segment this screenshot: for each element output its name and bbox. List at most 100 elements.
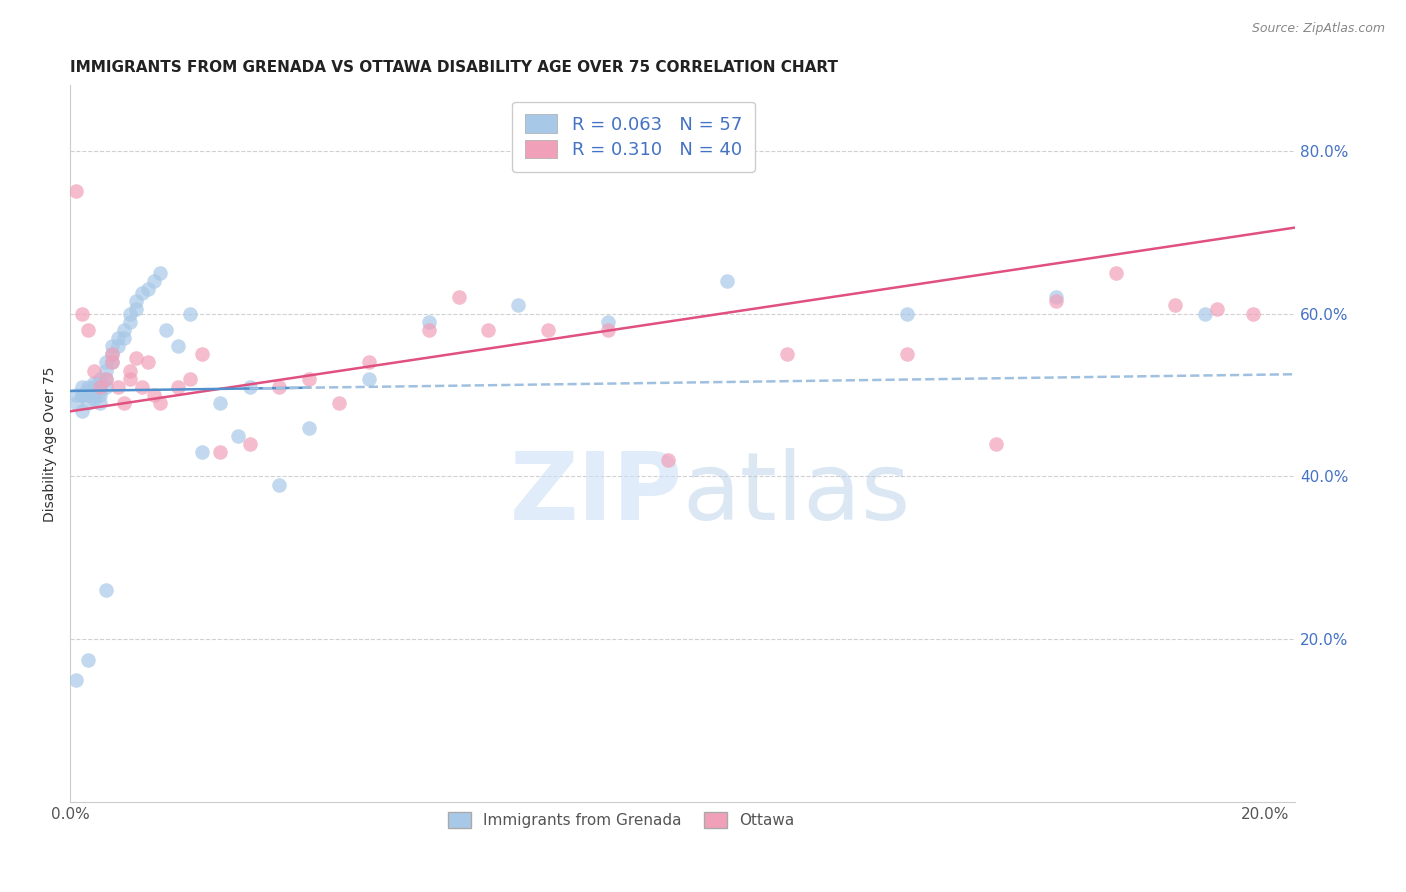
Point xyxy=(118,372,141,386)
Point xyxy=(89,388,111,402)
Text: ZIP: ZIP xyxy=(509,448,682,540)
Point xyxy=(477,323,499,337)
Point xyxy=(447,290,470,304)
Point xyxy=(72,380,94,394)
Point xyxy=(89,372,111,386)
Point xyxy=(107,380,129,394)
Point xyxy=(112,323,135,337)
Point xyxy=(269,477,291,491)
Point xyxy=(357,372,380,386)
Point xyxy=(101,339,124,353)
Point xyxy=(83,388,105,402)
Point xyxy=(131,380,153,394)
Point xyxy=(190,445,212,459)
Point xyxy=(94,372,117,386)
Point xyxy=(1045,290,1067,304)
Text: atlas: atlas xyxy=(682,448,911,540)
Point xyxy=(537,323,560,337)
Point xyxy=(65,396,87,410)
Point xyxy=(1241,307,1264,321)
Point xyxy=(136,355,159,369)
Point xyxy=(125,351,148,366)
Point xyxy=(896,347,918,361)
Point xyxy=(101,355,124,369)
Point xyxy=(101,347,124,361)
Point xyxy=(179,372,201,386)
Point xyxy=(179,307,201,321)
Point xyxy=(984,437,1007,451)
Point xyxy=(89,380,111,394)
Point xyxy=(77,384,100,398)
Point xyxy=(101,355,124,369)
Point xyxy=(83,380,105,394)
Point xyxy=(89,396,111,410)
Point xyxy=(125,302,148,317)
Point xyxy=(208,445,231,459)
Point xyxy=(77,323,100,337)
Point xyxy=(238,437,260,451)
Point xyxy=(65,388,87,402)
Point xyxy=(107,339,129,353)
Point xyxy=(357,355,380,369)
Point xyxy=(83,392,105,406)
Point xyxy=(72,404,94,418)
Point xyxy=(269,380,291,394)
Text: Source: ZipAtlas.com: Source: ZipAtlas.com xyxy=(1251,22,1385,36)
Y-axis label: Disability Age Over 75: Disability Age Over 75 xyxy=(44,366,58,522)
Point xyxy=(155,323,177,337)
Point xyxy=(142,388,165,402)
Point xyxy=(118,307,141,321)
Point xyxy=(238,380,260,394)
Text: IMMIGRANTS FROM GRENADA VS OTTAWA DISABILITY AGE OVER 75 CORRELATION CHART: IMMIGRANTS FROM GRENADA VS OTTAWA DISABI… xyxy=(70,60,838,75)
Point xyxy=(657,453,679,467)
Point xyxy=(596,315,619,329)
Point xyxy=(418,323,440,337)
Point xyxy=(83,376,105,390)
Point xyxy=(77,653,100,667)
Point xyxy=(716,274,738,288)
Point xyxy=(149,266,172,280)
Point xyxy=(65,673,87,687)
Point xyxy=(107,331,129,345)
Point xyxy=(94,363,117,377)
Point xyxy=(89,380,111,394)
Point xyxy=(83,363,105,377)
Point xyxy=(298,372,321,386)
Point xyxy=(83,384,105,398)
Point xyxy=(1206,302,1229,317)
Point xyxy=(328,396,350,410)
Point xyxy=(94,380,117,394)
Point xyxy=(166,380,188,394)
Point xyxy=(1045,294,1067,309)
Point xyxy=(776,347,799,361)
Point xyxy=(596,323,619,337)
Point xyxy=(142,274,165,288)
Point xyxy=(94,372,117,386)
Point xyxy=(77,396,100,410)
Point xyxy=(208,396,231,410)
Point xyxy=(1194,307,1216,321)
Legend: Immigrants from Grenada, Ottawa: Immigrants from Grenada, Ottawa xyxy=(441,805,801,834)
Point xyxy=(118,363,141,377)
Point xyxy=(149,396,172,410)
Point xyxy=(72,388,94,402)
Point xyxy=(136,282,159,296)
Point xyxy=(89,384,111,398)
Point xyxy=(418,315,440,329)
Point xyxy=(125,294,148,309)
Point xyxy=(118,315,141,329)
Point xyxy=(89,376,111,390)
Point xyxy=(298,420,321,434)
Point xyxy=(166,339,188,353)
Point xyxy=(94,355,117,369)
Point xyxy=(72,307,94,321)
Point xyxy=(112,396,135,410)
Point xyxy=(131,286,153,301)
Point xyxy=(190,347,212,361)
Point xyxy=(77,380,100,394)
Point xyxy=(101,347,124,361)
Point xyxy=(508,298,530,312)
Point xyxy=(896,307,918,321)
Point xyxy=(1164,298,1187,312)
Point xyxy=(65,185,87,199)
